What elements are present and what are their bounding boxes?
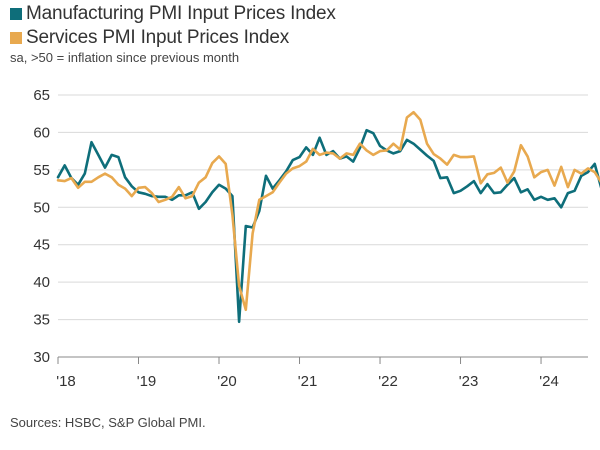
series-line-services [56, 110, 600, 312]
x-tick-label: '21 [298, 373, 318, 390]
chart-legend: Manufacturing PMI Input Prices Index Ser… [10, 2, 336, 50]
x-tick-label: '18 [56, 373, 76, 390]
x-tick-label: '22 [378, 373, 398, 390]
legend-swatch-services [10, 32, 22, 44]
legend-label-manufacturing: Manufacturing PMI Input Prices Index [26, 3, 336, 24]
y-tick-label: 50 [33, 199, 50, 216]
legend-swatch-manufacturing [10, 8, 22, 20]
chart-source: Sources: HSBC, S&P Global PMI. [10, 415, 206, 430]
x-tick-label: '24 [539, 373, 559, 390]
chart-subtitle: sa, >50 = inflation since previous month [10, 50, 240, 65]
x-tick-label: '19 [137, 373, 157, 390]
legend-label-services: Services PMI Input Prices Index [26, 27, 290, 48]
y-tick-label: 55 [33, 162, 50, 179]
y-tick-label: 30 [33, 349, 50, 366]
legend-item-services: Services PMI Input Prices Index [10, 26, 336, 50]
x-tick-label: '23 [459, 373, 479, 390]
y-tick-label: 45 [33, 237, 50, 254]
y-tick-label: 35 [33, 312, 50, 329]
legend-item-manufacturing: Manufacturing PMI Input Prices Index [10, 2, 336, 26]
x-tick-label: '20 [217, 373, 237, 390]
line-chart: 30 35 40 45 50 55 60 65 '18 '19 '20 '21 '22 '23 '24 [33, 87, 600, 390]
y-tick-label: 65 [33, 87, 50, 104]
y-tick-label: 40 [33, 274, 50, 291]
y-tick-label: 60 [33, 124, 50, 141]
